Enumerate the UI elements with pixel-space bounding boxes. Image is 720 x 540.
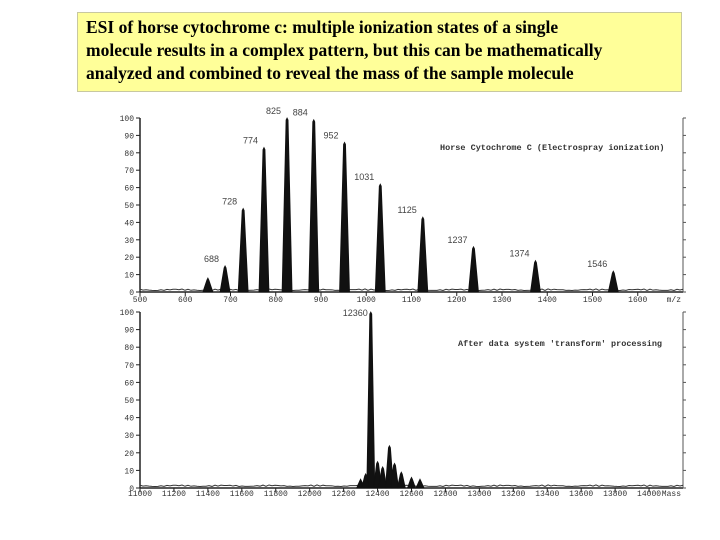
x-tick-label: 500	[133, 296, 148, 305]
x-tick-label: 800	[269, 296, 284, 305]
x-tick-label: 1300	[492, 296, 511, 305]
x-tick-label: 1200	[447, 296, 466, 305]
x-tick-label: 1000	[357, 296, 376, 305]
peak-mark	[258, 146, 270, 293]
x-tick-label: 12000	[298, 490, 322, 499]
x-tick-label: 11000	[128, 490, 152, 499]
x-tick-label: 1400	[538, 296, 557, 305]
peak-mark	[308, 118, 320, 293]
y-tick-label: 60	[124, 379, 134, 388]
peak-mark	[374, 183, 386, 293]
y-tick-label: 90	[124, 132, 134, 141]
peak-mark	[219, 265, 231, 293]
y-tick-label: 10	[124, 272, 134, 281]
peak-mark	[281, 117, 293, 293]
peak-label: 825	[266, 106, 281, 116]
peak-label: 688	[204, 254, 219, 264]
y-tick-label: 20	[124, 254, 134, 263]
y-tick-label: 70	[124, 362, 134, 371]
y-tick-label: 90	[124, 327, 134, 336]
y-tick-label: 70	[124, 167, 134, 176]
x-axis-unit-label: m/z	[667, 296, 682, 305]
y-tick-label: 30	[124, 237, 134, 246]
x-tick-label: 12800	[433, 490, 457, 499]
peak-label: 1374	[509, 249, 529, 259]
panel-title: After data system 'transform' processing	[458, 339, 662, 349]
y-tick-label: 60	[124, 185, 134, 194]
y-tick-label: 80	[124, 150, 134, 159]
x-tick-label: 13800	[603, 490, 627, 499]
caption-line-2: molecule results in a complex pattern, b…	[86, 40, 603, 60]
peak-mark	[339, 141, 350, 293]
peak-label: 884	[293, 108, 308, 118]
x-tick-label: 1600	[628, 296, 647, 305]
x-tick-label: 12200	[332, 490, 356, 499]
x-tick-label: 11200	[162, 490, 186, 499]
y-tick-label: 20	[124, 450, 134, 459]
x-axis-unit-label: Mass	[662, 490, 681, 499]
peak-label: 1031	[354, 172, 374, 182]
caption-line-1: ESI of horse cytochrome c: multiple ioni…	[86, 17, 559, 37]
peak-label: 1125	[397, 205, 416, 215]
x-tick-label: 900	[314, 296, 329, 305]
peak-label: 728	[222, 196, 237, 206]
peak-label: 1237	[447, 235, 467, 245]
peak-mark	[406, 476, 417, 489]
x-tick-label: 12600	[399, 490, 423, 499]
y-tick-label: 40	[124, 415, 134, 424]
x-tick-label: 13400	[535, 490, 559, 499]
y-tick-label: 10	[124, 467, 134, 476]
caption-line-3: analyzed and combined to reveal the mass…	[86, 63, 574, 83]
x-tick-label: 13200	[501, 490, 525, 499]
x-tick-label: 11600	[230, 490, 254, 499]
peak-mark	[415, 478, 425, 489]
panel-title: Horse Cytochrome C (Electrospray ionizat…	[440, 143, 664, 153]
y-tick-label: 40	[124, 219, 134, 228]
x-tick-label: 13000	[467, 490, 491, 499]
caption-box: ESI of horse cytochrome c: multiple ioni…	[77, 12, 682, 92]
peak-mark	[396, 471, 406, 489]
peak-label: 12360	[343, 308, 368, 318]
x-tick-label: 1100	[402, 296, 421, 305]
peak-mark	[366, 311, 376, 489]
x-tick-label: 14000	[637, 490, 661, 499]
y-tick-label: 100	[120, 309, 135, 318]
x-tick-label: 11400	[196, 490, 220, 499]
y-tick-label: 0	[129, 289, 134, 298]
x-tick-label: 13600	[569, 490, 593, 499]
peak-label: 952	[323, 130, 338, 140]
y-tick-label: 50	[124, 202, 134, 211]
y-tick-label: 0	[129, 485, 134, 494]
x-tick-label: 1500	[583, 296, 602, 305]
y-tick-label: 50	[124, 397, 134, 406]
peak-mark	[607, 270, 619, 293]
peak-mark	[361, 473, 371, 489]
peak-label: 1546	[587, 259, 607, 269]
x-tick-label: 600	[178, 296, 193, 305]
x-tick-label: 12400	[366, 490, 390, 499]
x-tick-label: 700	[223, 296, 238, 305]
y-tick-label: 30	[124, 432, 134, 441]
peak-mark	[468, 245, 479, 293]
x-tick-label: 11800	[264, 490, 288, 499]
peak-mark	[202, 277, 214, 293]
y-tick-label: 80	[124, 344, 134, 353]
peak-mark	[530, 259, 541, 293]
y-tick-label: 100	[120, 115, 135, 124]
peak-mark	[417, 216, 429, 293]
peak-label: 774	[243, 136, 258, 146]
peak-mark	[237, 207, 249, 293]
